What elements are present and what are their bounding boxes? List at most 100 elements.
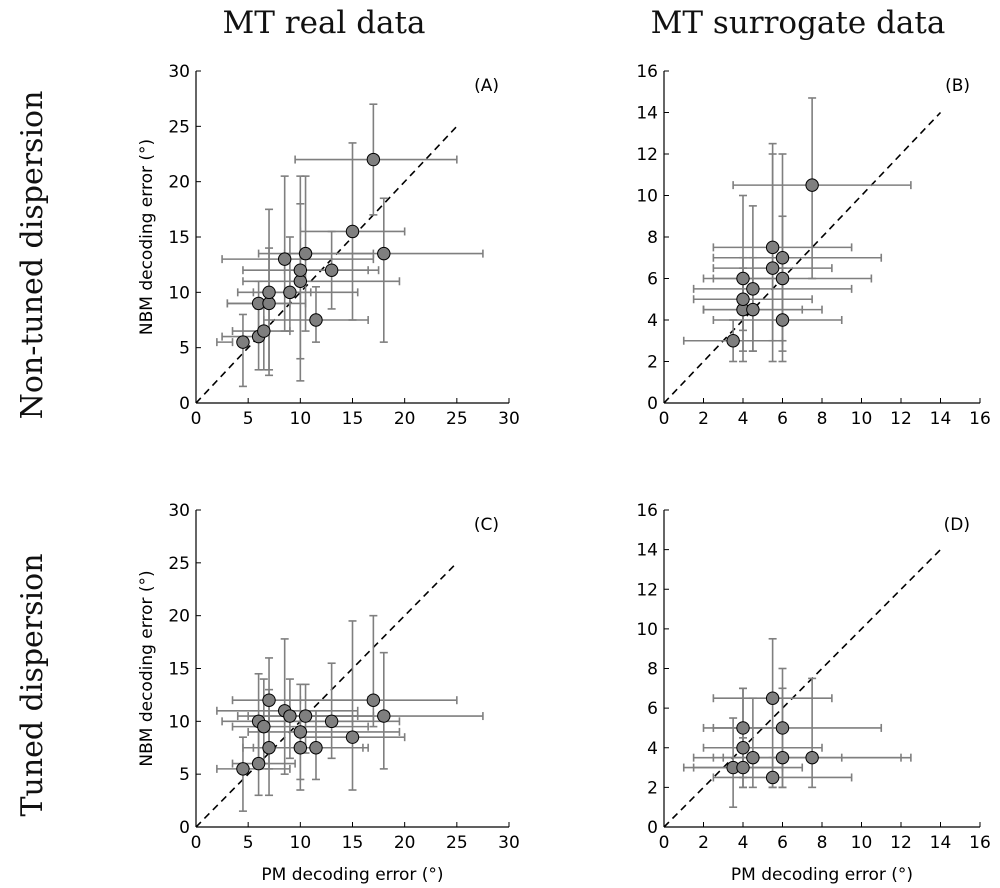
x-tick-label: 30 [498, 833, 520, 853]
y-tick-label: 20 [168, 607, 190, 627]
data-point [309, 741, 323, 755]
data-point [775, 721, 790, 735]
data-point [765, 240, 780, 255]
x-tick-label: 15 [342, 409, 364, 429]
data-point [293, 725, 308, 739]
y-tick-label: 25 [168, 117, 190, 137]
y-tick-label: 12 [636, 145, 658, 165]
y-tick-label: 10 [168, 712, 190, 732]
panel-label: (B) [945, 76, 970, 96]
x-tick-label: 14 [930, 833, 952, 853]
data-point [775, 251, 790, 265]
data-point [324, 263, 339, 277]
y-tick-label: 5 [179, 765, 190, 785]
panel-c: 0 5 10 15 20 25 30 0 5 10 15 20 25 30 (C) NBM decoding … [137, 501, 520, 885]
data-point [805, 750, 819, 765]
x-tick-label: 14 [930, 409, 952, 429]
error-bars [682, 97, 912, 363]
y-tick-label: 10 [168, 283, 190, 303]
data-point [298, 246, 313, 261]
y-tick-label: 25 [168, 554, 190, 574]
data-point [736, 292, 750, 306]
error-bars [682, 637, 912, 808]
data-point [293, 263, 308, 277]
data-point [324, 714, 339, 729]
data-points [236, 152, 391, 349]
data-point [262, 741, 276, 755]
y-tick-label: 30 [168, 501, 190, 521]
y-tick-label: 16 [636, 501, 658, 521]
y-tick-label: 2 [647, 353, 658, 373]
data-point [775, 271, 790, 286]
data-point [746, 282, 760, 296]
data-point [726, 334, 740, 348]
data-point [765, 770, 780, 785]
panel-label: (C) [474, 515, 499, 535]
y-tick-label: 4 [647, 739, 658, 759]
x-tick-label: 16 [969, 409, 991, 429]
x-axis-label: PM decoding error (°) [731, 865, 913, 885]
x-tick-label: 8 [817, 833, 828, 853]
data-point [775, 750, 790, 765]
data-point [309, 313, 323, 327]
x-tick-label: 2 [698, 833, 709, 853]
identity-line [663, 549, 942, 828]
panel-b: 0 2 4 6 8 10 12 14 16 0 2 4 6 8 10 12 14 16 (B) [636, 62, 990, 429]
panel-d: 0 2 4 6 8 10 12 14 16 0 2 4 6 8 10 12 14 16 (D) PM decoding… [636, 501, 990, 885]
data-point [366, 152, 381, 167]
x-tick-label: 25 [446, 409, 468, 429]
x-tick-label: 10 [851, 409, 873, 429]
x-tick-label: 0 [191, 833, 202, 853]
x-tick-label: 10 [851, 833, 873, 853]
data-point [345, 224, 360, 239]
data-point [262, 693, 276, 707]
y-tick-label: 4 [647, 311, 658, 331]
y-tick-label: 10 [636, 620, 658, 640]
y-tick-label: 0 [647, 394, 658, 414]
x-tick-label: 5 [243, 833, 254, 853]
y-tick-label: 0 [647, 818, 658, 838]
data-point [765, 261, 780, 275]
x-tick-label: 0 [659, 409, 670, 429]
y-tick-label: 6 [647, 699, 658, 719]
y-tick-label: 0 [179, 818, 190, 838]
column-title-surrogate: MT surrogate data [651, 5, 946, 41]
data-point [257, 324, 271, 338]
y-tick-label: 15 [168, 228, 190, 248]
x-tick-label: 12 [890, 409, 912, 429]
y-tick-label: 8 [647, 660, 658, 680]
y-tick-label: 0 [179, 394, 190, 414]
x-tick-label: 0 [191, 409, 202, 429]
identity-line [663, 111, 942, 404]
data-point [377, 709, 391, 723]
y-tick-label: 12 [636, 580, 658, 600]
y-axis-label: NBM decoding error (°) [137, 570, 157, 766]
column-title-real: MT real data [223, 5, 426, 41]
data-point [298, 709, 313, 723]
data-point [746, 750, 760, 765]
y-tick-label: 14 [636, 541, 658, 561]
data-point [805, 178, 819, 192]
data-point [746, 302, 760, 317]
data-points [726, 178, 819, 348]
data-points [236, 693, 391, 776]
data-point [736, 760, 750, 775]
x-tick-label: 6 [777, 833, 788, 853]
data-point [283, 285, 297, 300]
error-bars [216, 614, 484, 812]
row-title-tuned: Tuned dispersion [15, 553, 50, 816]
y-tick-label: 8 [647, 228, 658, 248]
x-tick-label: 20 [394, 409, 416, 429]
x-tick-label: 4 [738, 409, 749, 429]
data-point [283, 709, 297, 723]
x-tick-label: 2 [698, 409, 709, 429]
y-tick-label: 30 [168, 62, 190, 82]
x-tick-label: 10 [290, 409, 312, 429]
data-point [765, 691, 780, 705]
data-point [262, 285, 276, 300]
x-tick-label: 4 [738, 833, 749, 853]
y-tick-label: 6 [647, 270, 658, 290]
x-tick-label: 12 [890, 833, 912, 853]
